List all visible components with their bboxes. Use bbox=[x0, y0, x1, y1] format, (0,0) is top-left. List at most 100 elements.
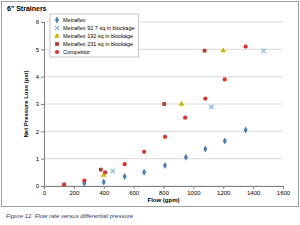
tick-mark bbox=[41, 22, 44, 23]
tick-label: 6 bbox=[36, 19, 40, 25]
tick: 0 bbox=[43, 186, 47, 196]
x-axis-title: Flow (gpm) bbox=[148, 197, 180, 203]
axis-line bbox=[45, 187, 284, 190]
point bbox=[163, 162, 167, 169]
series bbox=[82, 126, 247, 186]
tick: 3 bbox=[36, 101, 44, 107]
series bbox=[99, 49, 207, 172]
x-axis: 0 200 400 600 800 1000 1200 1400 1600 bbox=[43, 186, 291, 196]
tick-mark bbox=[223, 186, 224, 189]
tick-label: 2 bbox=[36, 129, 40, 135]
tick: 4 bbox=[36, 74, 44, 80]
tick-mark bbox=[74, 186, 75, 189]
point bbox=[209, 105, 213, 109]
point bbox=[203, 96, 207, 100]
tick-mark bbox=[41, 104, 44, 105]
legend-marker bbox=[55, 17, 59, 24]
tick: 5 bbox=[36, 47, 44, 53]
tick-mark bbox=[283, 186, 284, 189]
tick: 1000 bbox=[187, 186, 201, 196]
point bbox=[103, 170, 107, 174]
tick-label: 200 bbox=[69, 190, 80, 196]
legend-label: Metraflex bbox=[63, 17, 86, 23]
y-axis: 0 1 2 3 4 5 6 bbox=[36, 19, 45, 189]
tick: 400 bbox=[99, 186, 110, 196]
point bbox=[220, 47, 226, 52]
tick-mark bbox=[41, 186, 44, 187]
grid-line bbox=[44, 131, 283, 132]
grid-line bbox=[44, 158, 283, 159]
tick: 800 bbox=[159, 186, 170, 196]
tick-label: 1600 bbox=[277, 190, 291, 196]
tick-label: 0 bbox=[36, 183, 40, 189]
point bbox=[99, 168, 103, 172]
tick-label: 0 bbox=[43, 190, 47, 196]
tick-label: 800 bbox=[159, 190, 170, 196]
tick: 1400 bbox=[247, 186, 261, 196]
point bbox=[142, 150, 146, 154]
point bbox=[102, 178, 106, 185]
tick-label: 3 bbox=[36, 101, 40, 107]
tick: 1 bbox=[36, 156, 44, 162]
tick-label: 1200 bbox=[217, 190, 231, 196]
point bbox=[203, 146, 207, 153]
chart-container: 0 200 400 600 800 1000 1200 1400 1600 0 1 2 3 4 5 6 6" S… bbox=[0, 0, 300, 225]
point bbox=[61, 182, 65, 186]
point bbox=[223, 77, 227, 81]
tick-label: 1 bbox=[36, 156, 40, 162]
point bbox=[82, 178, 86, 182]
chart-svg: 0 200 400 600 800 1000 1200 1400 1600 0 1 2 3 4 5 6 6" S… bbox=[0, 0, 300, 225]
series bbox=[62, 44, 248, 186]
axis-line bbox=[41, 23, 45, 187]
point bbox=[184, 154, 188, 161]
tick-label: 1400 bbox=[247, 190, 261, 196]
legend-label: Metraflex 192 sq in blockage bbox=[63, 33, 133, 39]
grid bbox=[44, 22, 283, 186]
legend-marker bbox=[55, 50, 59, 54]
point bbox=[244, 44, 248, 48]
point bbox=[123, 162, 127, 166]
point bbox=[163, 135, 167, 139]
legend-marker bbox=[55, 42, 59, 46]
grid-line bbox=[44, 76, 283, 77]
point bbox=[261, 49, 265, 53]
tick-mark bbox=[253, 186, 254, 189]
y-axis-title: Net Pressure Loss (psi) bbox=[23, 70, 29, 137]
legend-label: Metraflex 92.7 sq in blockage bbox=[63, 25, 135, 31]
tick: 600 bbox=[129, 186, 140, 196]
plot-marks bbox=[61, 44, 266, 186]
tick: 0 bbox=[36, 183, 44, 189]
legend-marker bbox=[54, 33, 60, 38]
point bbox=[123, 173, 127, 180]
tick-mark bbox=[41, 159, 44, 160]
tick-mark bbox=[193, 186, 194, 189]
tick-mark bbox=[164, 186, 165, 189]
point bbox=[62, 183, 66, 186]
point bbox=[142, 169, 146, 176]
legend-label: Metraflex 231 sq in blockage bbox=[63, 41, 133, 47]
point bbox=[244, 126, 248, 133]
tick: 1200 bbox=[217, 186, 231, 196]
legend: Metraflex Metraflex 92.7 sq in blockage Me… bbox=[50, 14, 139, 57]
tick-label: 5 bbox=[36, 47, 40, 53]
tick-mark bbox=[134, 186, 135, 189]
chart-frame bbox=[2, 2, 299, 207]
tick-label: 4 bbox=[36, 74, 40, 80]
tick-mark bbox=[41, 49, 44, 50]
point bbox=[111, 169, 115, 173]
tick: 1600 bbox=[277, 186, 291, 196]
point bbox=[162, 102, 166, 106]
tick-mark bbox=[41, 77, 44, 78]
title: 6" Strainers bbox=[7, 5, 47, 12]
tick-label: 600 bbox=[129, 190, 140, 196]
tick: 200 bbox=[69, 186, 80, 196]
caption: Figure 12. Flow rate versus differential… bbox=[6, 213, 134, 219]
tick: 6 bbox=[36, 19, 44, 25]
tick-label: 400 bbox=[99, 190, 110, 196]
tick: 2 bbox=[36, 129, 44, 135]
legend-box bbox=[50, 14, 139, 57]
tick-mark bbox=[104, 186, 105, 189]
series bbox=[101, 47, 226, 176]
point bbox=[223, 137, 227, 144]
legend-label: Competitor bbox=[63, 49, 90, 55]
